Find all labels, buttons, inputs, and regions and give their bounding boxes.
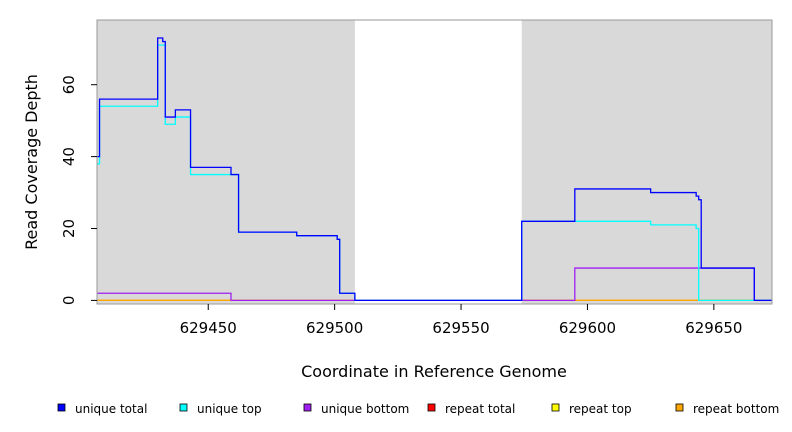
series-unique-total-line (97, 37, 772, 302)
y-tick-label: 60 (60, 75, 78, 94)
x-tick-label: 629600 (559, 319, 616, 337)
legend-label-repeat-total: repeat total (445, 402, 515, 416)
legend-swatch-unique-total (57, 403, 66, 412)
legend-swatch-repeat-bottom (675, 403, 684, 412)
x-tick-label: 629650 (685, 319, 742, 337)
x-axis: 629450 629500 629550 629600 629650 (180, 304, 742, 337)
legend-swatch-unique-bottom (303, 403, 312, 412)
series-layer (97, 37, 772, 302)
shaded-region-2 (521, 20, 772, 304)
legend-label-unique-bottom: unique bottom (321, 402, 409, 416)
legend-label-unique-total: unique total (75, 402, 147, 416)
x-tick-label: 629550 (432, 319, 489, 337)
legend-swatch-repeat-top (551, 403, 560, 412)
x-axis-title: Coordinate in Reference Genome (301, 362, 567, 381)
legend-label-repeat-top: repeat top (569, 402, 632, 416)
shaded-regions (97, 20, 772, 304)
x-tick-label: 629500 (306, 319, 363, 337)
y-tick-label: 0 (60, 296, 78, 306)
legend-swatch-unique-top (179, 403, 188, 412)
y-axis: 0 20 40 60 (60, 75, 97, 305)
legend: unique total unique top unique bottom repea… (57, 402, 779, 416)
x-tick-label: 629450 (180, 319, 237, 337)
y-axis-title: Read Coverage Depth (22, 74, 41, 250)
legend-label-unique-top: unique top (197, 402, 262, 416)
y-tick-label: 40 (60, 147, 78, 166)
legend-label-repeat-bottom: repeat bottom (693, 402, 779, 416)
shaded-region-1 (97, 20, 355, 304)
plot-frame (96, 19, 773, 305)
legend-swatch-repeat-total (427, 403, 436, 412)
y-tick-label: 20 (60, 219, 78, 238)
